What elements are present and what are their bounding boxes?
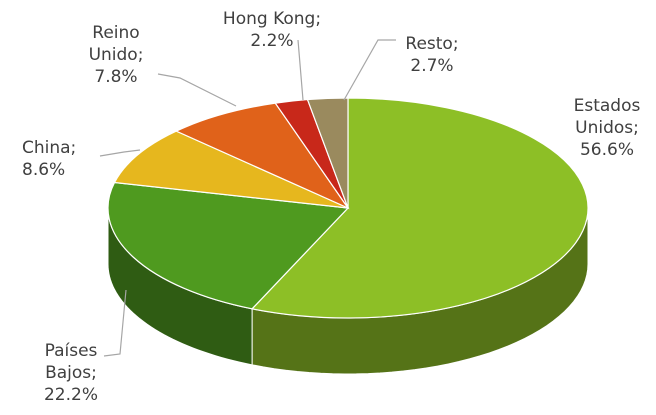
pie-slice xyxy=(107,181,350,310)
data-label: Resto; 2.7% xyxy=(405,34,459,76)
pie-slice xyxy=(174,102,350,210)
leader-line xyxy=(157,73,237,107)
leader-line xyxy=(297,39,304,101)
data-label: Reino Unido; 7.8% xyxy=(88,23,144,87)
pie-slice xyxy=(113,130,349,209)
leader-lines xyxy=(99,39,396,357)
data-label: Estados Unidos; 56.6% xyxy=(573,96,641,160)
data-label: Países Bajos; 22.2% xyxy=(43,341,98,405)
pie-slice xyxy=(306,97,349,209)
pie-slice xyxy=(250,97,589,319)
leader-line xyxy=(99,149,141,157)
data-label: China; 8.6% xyxy=(22,138,77,180)
leader-line xyxy=(343,39,396,101)
data-label: Hong Kong; 2.2% xyxy=(222,9,322,51)
leader-line xyxy=(103,289,127,357)
